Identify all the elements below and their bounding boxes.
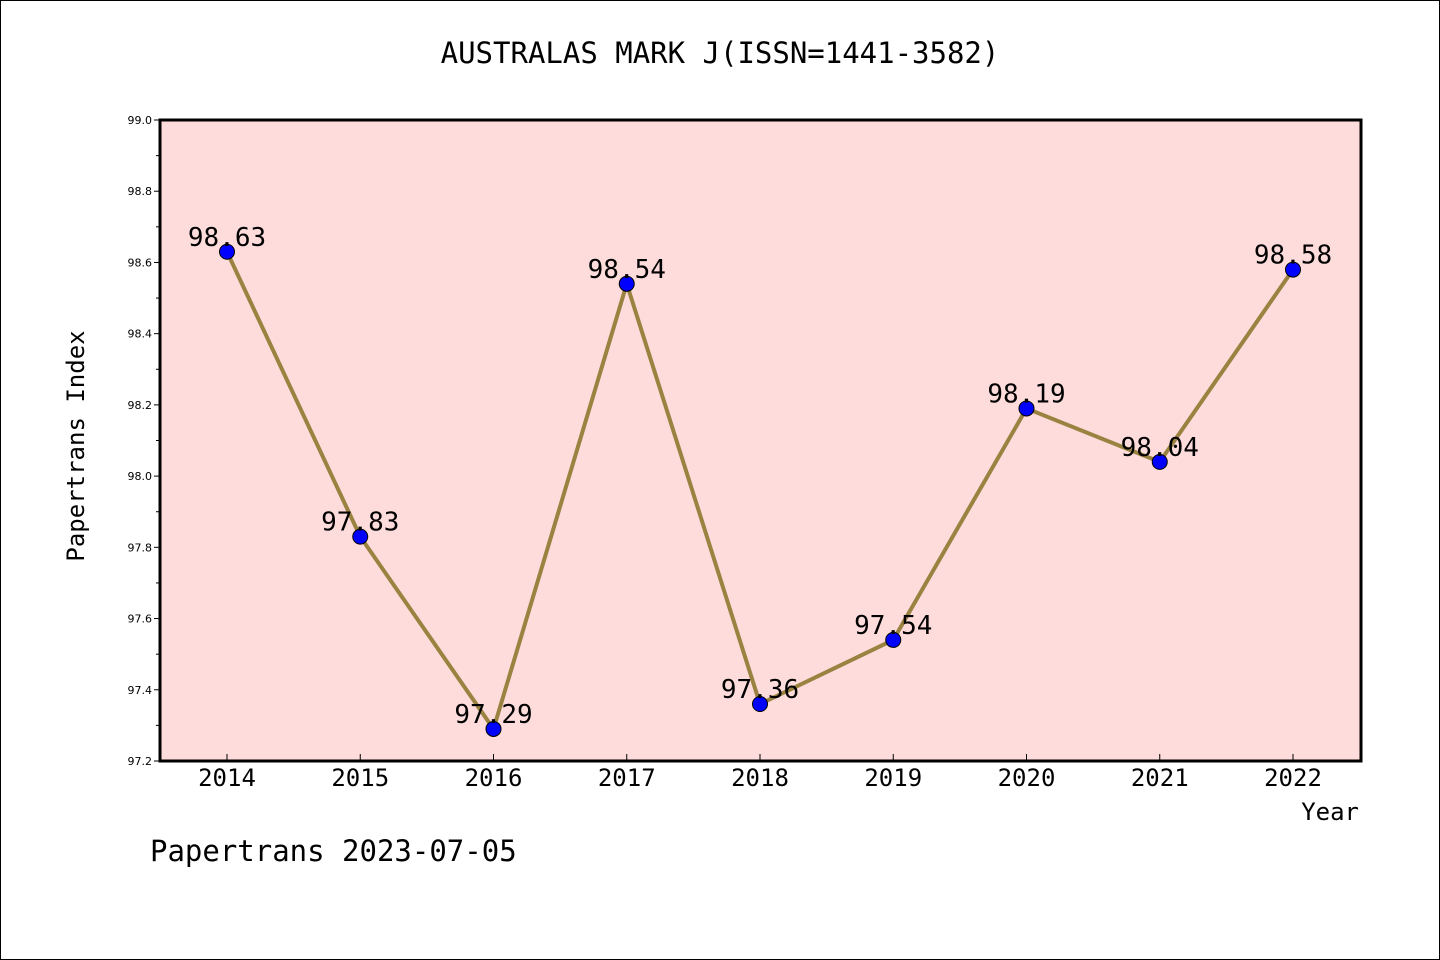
y-tick-label: 97.2	[128, 755, 153, 768]
x-tick-label: 2021	[1131, 764, 1189, 792]
y-tick-label: 98.0	[128, 470, 153, 483]
y-tick-label: 97.8	[128, 541, 153, 554]
chart-title: AUSTRALAS MARK J(ISSN=1441-3582)	[440, 36, 1000, 70]
y-tick-label: 99.0	[128, 114, 153, 127]
x-axis: 2014 2015 2016 2017 2018 2019 2020 2021 2022	[198, 754, 1322, 792]
x-tick-label: 2022	[1264, 764, 1322, 792]
x-tick-label: 2019	[864, 764, 922, 792]
data-label: 97.36	[721, 675, 799, 705]
y-tick-label: 97.6	[128, 613, 153, 626]
data-label: 97.83	[321, 508, 399, 538]
y-tick-label: 97.4	[128, 684, 153, 697]
data-point	[1018, 400, 1035, 417]
x-tick-label: 2014	[198, 764, 256, 792]
x-tick-label: 2020	[998, 764, 1056, 792]
data-label: 97.54	[854, 611, 932, 641]
data-label: 97.29	[454, 700, 532, 730]
x-tick-label: 2015	[331, 764, 389, 792]
data-label: 98.04	[1121, 433, 1199, 463]
x-tick-label: 2016	[465, 764, 523, 792]
y-tick-label: 98.2	[128, 399, 153, 412]
data-point	[885, 631, 902, 648]
footer-note: Papertrans 2023-07-05	[150, 834, 517, 868]
y-tick-label: 98.8	[128, 185, 153, 198]
x-axis-label: Year	[1301, 798, 1359, 826]
data-point	[485, 720, 502, 737]
data-point	[618, 275, 635, 292]
data-labels: 98.63 97.83 97.29 98.54 97.36 97.54 98.19 98.04…	[188, 223, 1332, 730]
data-point	[352, 528, 369, 545]
series-markers	[219, 243, 1301, 737]
data-label: 98.58	[1254, 241, 1332, 271]
data-point	[1151, 453, 1168, 470]
data-label: 98.19	[987, 379, 1065, 409]
plot-area	[158, 118, 1363, 763]
x-tick-label: 2018	[731, 764, 789, 792]
y-axis: 97.2 97.4 97.6 97.8 98.0 98.2 98.4 98.6 98.8 99.0	[128, 114, 160, 768]
data-point	[752, 696, 768, 713]
y-tick-label: 98.6	[128, 256, 153, 269]
data-point	[1285, 261, 1301, 278]
y-tick-label: 98.4	[128, 328, 153, 341]
data-label: 98.54	[588, 255, 666, 285]
x-tick-label: 2017	[598, 764, 656, 792]
y-axis-label: Papertrans Index	[62, 330, 90, 561]
data-label: 98.63	[188, 223, 266, 253]
data-point	[219, 243, 235, 260]
